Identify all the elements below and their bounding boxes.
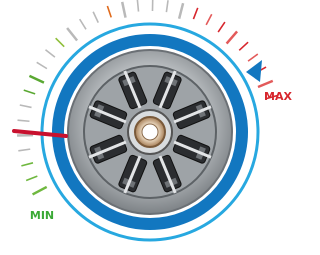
hub-hole — [142, 124, 158, 140]
tick — [193, 8, 197, 19]
tick — [21, 163, 33, 166]
tick — [56, 38, 65, 46]
tick — [45, 50, 54, 57]
tick — [80, 19, 86, 29]
tick — [258, 81, 273, 87]
min-label: MIN — [30, 209, 54, 222]
tick — [26, 176, 37, 180]
tick — [206, 14, 212, 25]
tick — [18, 149, 30, 151]
tick — [137, 0, 138, 12]
tick — [239, 42, 248, 50]
tick — [179, 3, 183, 18]
page: MIN MAX (() => { const data = JSON.parse… — [0, 0, 301, 255]
tick — [24, 90, 35, 94]
max-pointer — [246, 60, 262, 82]
tick — [29, 76, 44, 83]
tick — [37, 62, 47, 68]
max-label: MAX — [264, 90, 292, 103]
tick — [248, 54, 258, 61]
tick — [18, 120, 30, 121]
gauge-illustration: MIN MAX — [0, 0, 301, 255]
tick — [93, 12, 98, 23]
tick — [227, 31, 237, 43]
tick — [67, 28, 77, 41]
tick — [218, 22, 225, 32]
tick — [166, 0, 168, 12]
tick — [107, 6, 111, 17]
tick — [20, 105, 32, 107]
tick — [122, 2, 125, 18]
tick — [33, 187, 47, 195]
